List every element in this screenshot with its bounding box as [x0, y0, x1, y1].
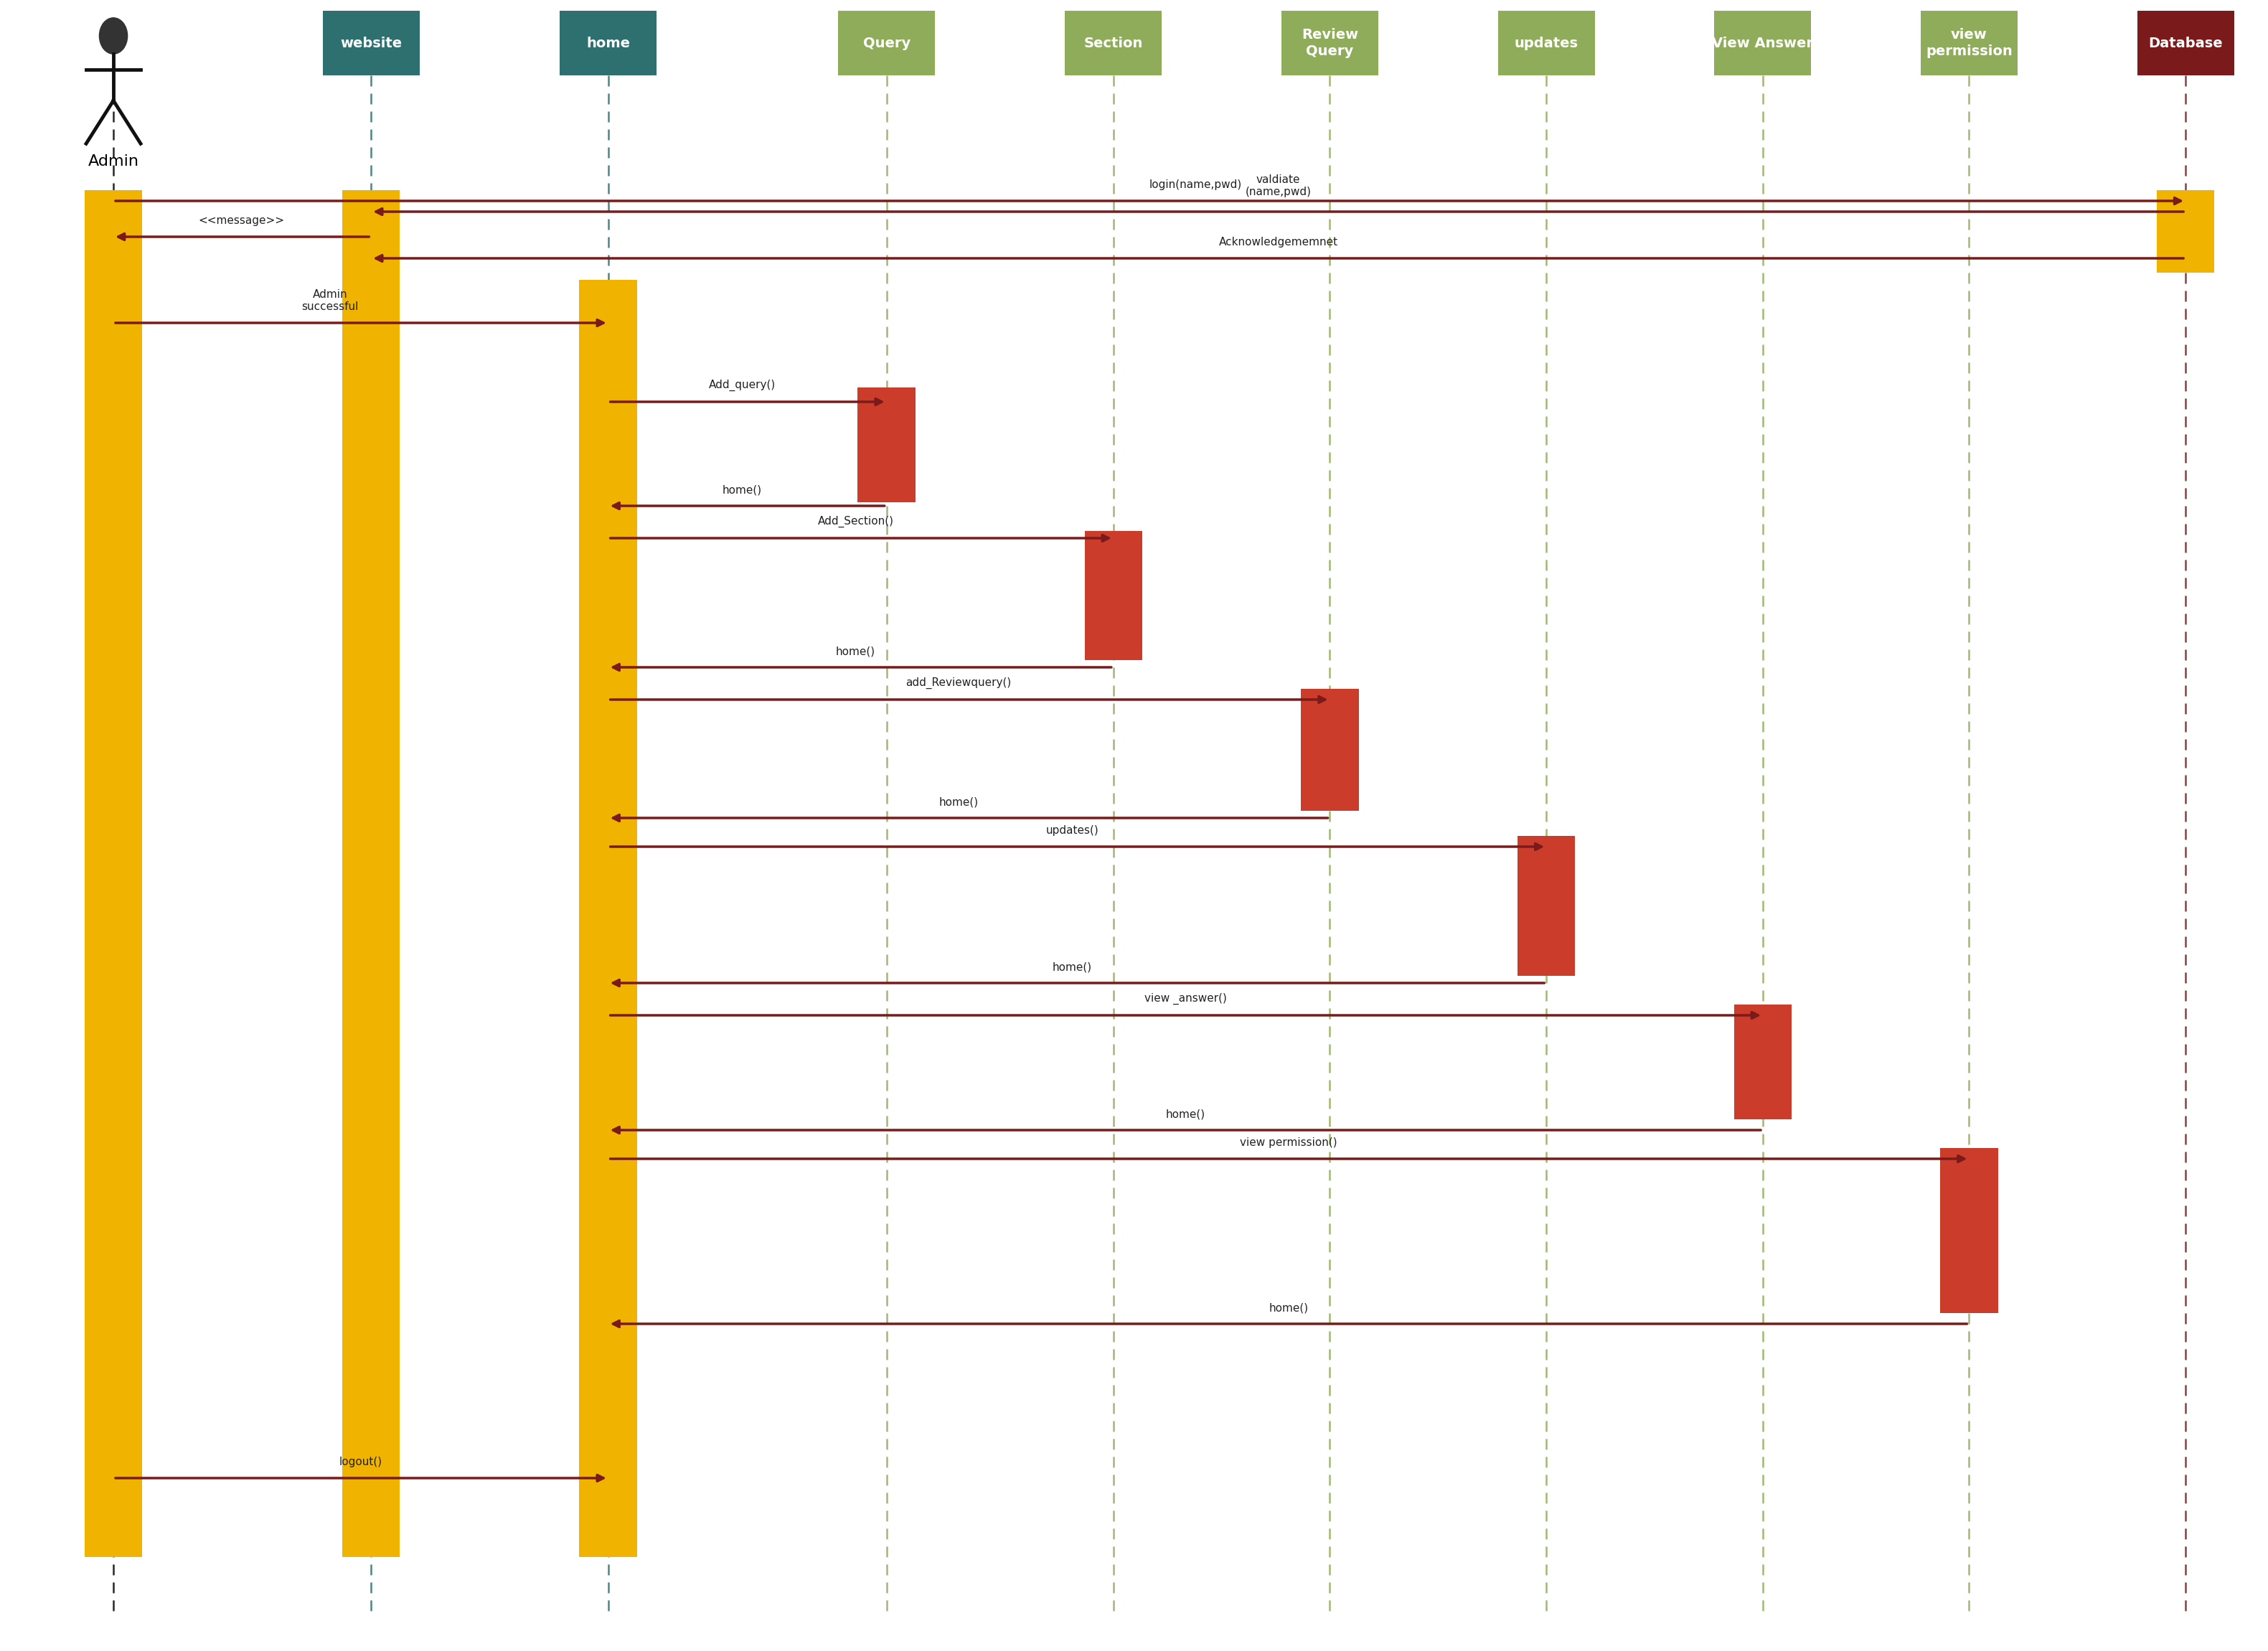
Text: logout(): logout() [340, 1456, 383, 1468]
Text: login(name,pwd): login(name,pwd) [1150, 180, 1243, 190]
FancyBboxPatch shape [322, 12, 420, 76]
Text: Review
Query: Review Query [1302, 28, 1359, 58]
Text: valdiate
(name,pwd): valdiate (name,pwd) [1245, 173, 1311, 198]
FancyBboxPatch shape [560, 12, 658, 76]
FancyBboxPatch shape [1281, 12, 1379, 76]
Text: add_Reviewquery(): add_Reviewquery() [905, 677, 1012, 688]
Text: updates: updates [1515, 36, 1579, 50]
FancyBboxPatch shape [839, 12, 934, 76]
Text: view _answer(): view _answer() [1145, 992, 1227, 1004]
Bar [2157, 190, 2214, 272]
Bar [1084, 532, 1143, 660]
Text: Admin
successful: Admin successful [302, 289, 358, 312]
Text: home(): home() [723, 484, 762, 495]
Text: view permission(): view permission() [1241, 1138, 1338, 1147]
Text: Admin: Admin [88, 155, 138, 168]
Text: home(): home() [1052, 961, 1091, 972]
Text: home: home [587, 36, 631, 50]
Ellipse shape [100, 18, 127, 54]
Text: home(): home() [837, 646, 875, 657]
Text: Query: Query [862, 36, 909, 50]
Text: updates(): updates() [1046, 826, 1098, 835]
Bar [1735, 1004, 1792, 1119]
FancyBboxPatch shape [1715, 12, 1812, 76]
FancyBboxPatch shape [1066, 12, 1161, 76]
Bar [342, 190, 399, 223]
Text: View Answer: View Answer [1712, 36, 1814, 50]
Bar [578, 279, 637, 1557]
Text: website: website [340, 36, 401, 50]
Bar [1302, 688, 1359, 811]
Text: Add_Section(): Add_Section() [819, 515, 894, 527]
FancyBboxPatch shape [1497, 12, 1594, 76]
Bar [857, 388, 916, 502]
Bar [1517, 835, 1576, 976]
Text: Database: Database [2148, 36, 2223, 50]
Text: Acknowledgememnet: Acknowledgememnet [1218, 236, 1338, 248]
Text: home(): home() [1166, 1108, 1204, 1119]
Text: Add_query(): Add_query() [710, 380, 776, 391]
Text: view
permission: view permission [1926, 28, 2012, 58]
Text: Section: Section [1084, 36, 1143, 50]
Text: <<message>>: <<message>> [197, 215, 284, 226]
Bar [84, 190, 143, 1557]
Text: home(): home() [1268, 1303, 1309, 1313]
Text: home(): home() [939, 796, 978, 807]
FancyBboxPatch shape [1921, 12, 2019, 76]
Bar [342, 223, 399, 1557]
FancyBboxPatch shape [2136, 12, 2234, 76]
Bar [1939, 1147, 1998, 1313]
